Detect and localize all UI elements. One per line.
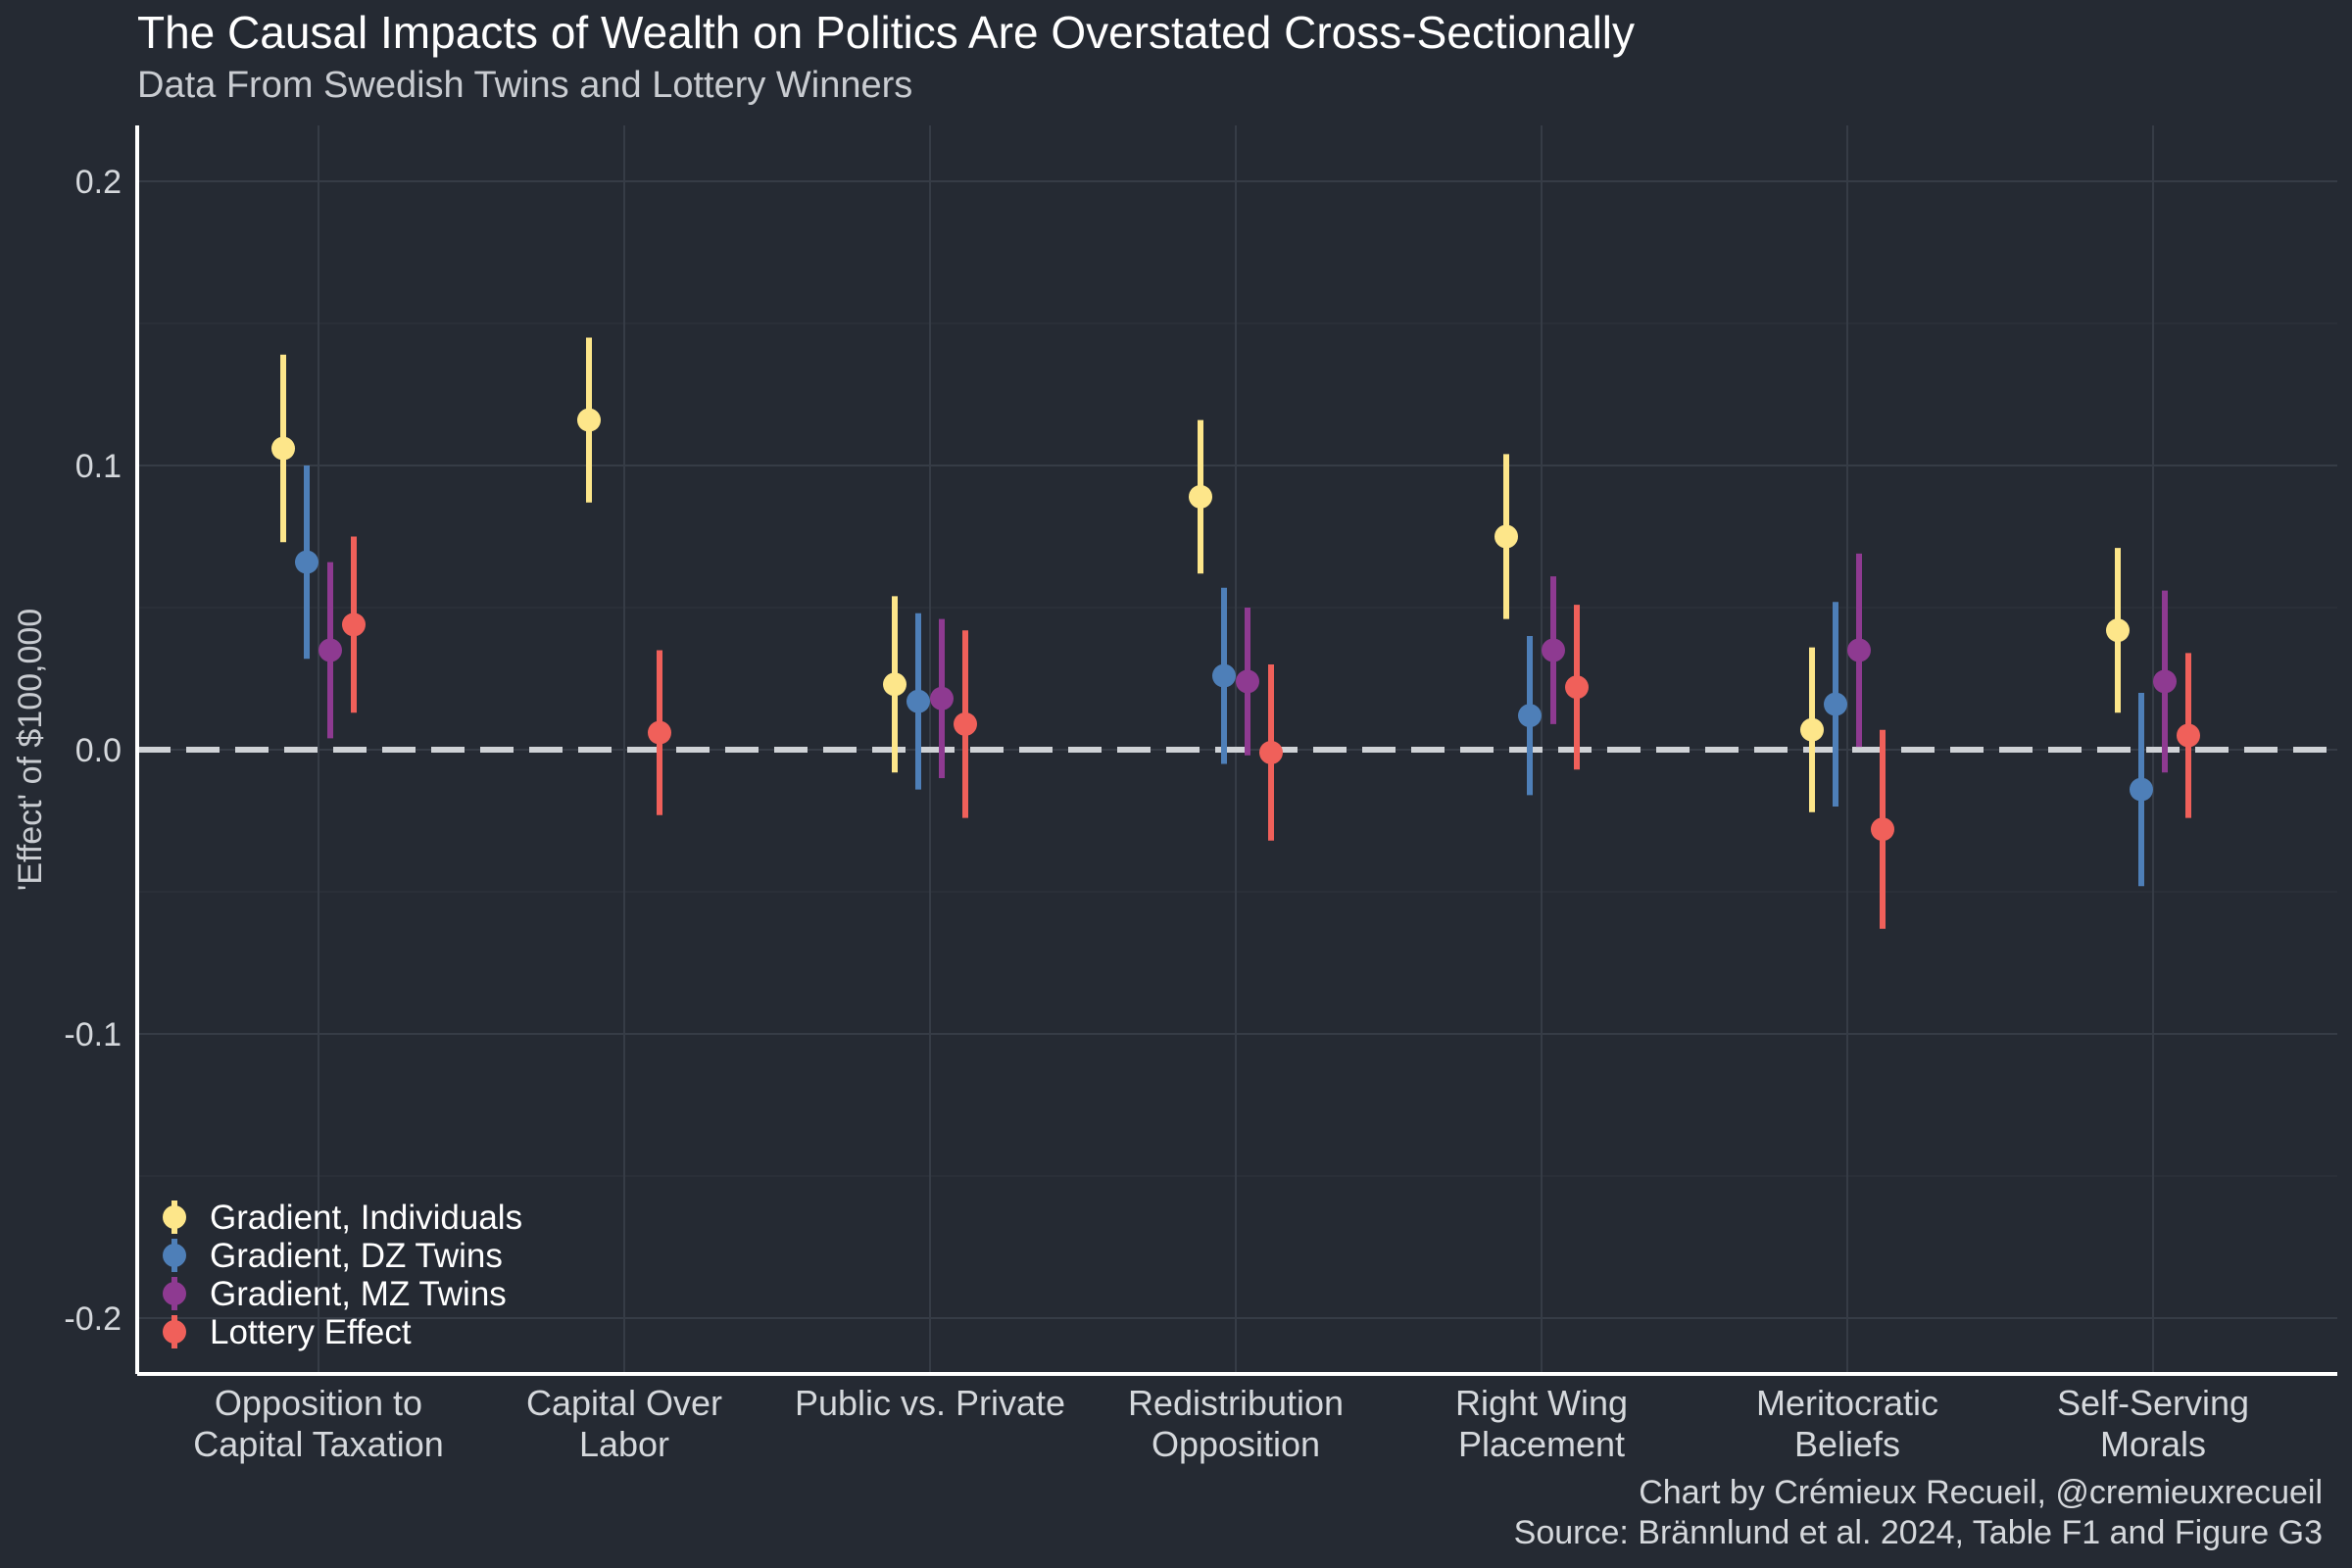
data-point (295, 550, 318, 574)
x-tick-label: Capital Taxation (193, 1424, 444, 1464)
legend-label: Gradient, Individuals (210, 1199, 522, 1237)
series-lottery-effect (342, 536, 2200, 929)
y-tick-label: 0.2 (75, 164, 122, 201)
x-tick-label: Opposition (1152, 1424, 1320, 1464)
x-tick-label: Capital Over (526, 1383, 722, 1423)
x-tick-label: Right Wing (1455, 1383, 1628, 1423)
series-gradient-individuals (271, 337, 2130, 812)
chart-credit: Chart by Crémieux Recueil, @cremieuxrecu… (1639, 1474, 2323, 1511)
chart-subtitle: Data From Swedish Twins and Lottery Winn… (137, 65, 913, 106)
data-point (1259, 740, 1283, 764)
data-point (954, 711, 977, 736)
legend-item: Lottery Effect (163, 1313, 412, 1351)
y-tick-label: -0.1 (64, 1016, 122, 1054)
data-point (342, 612, 366, 637)
x-tick-label: Self-Serving (2057, 1383, 2249, 1423)
data-point (271, 436, 295, 461)
data-series (271, 337, 2200, 929)
data-point (1494, 524, 1518, 549)
data-point (1565, 675, 1589, 700)
legend-item: Gradient, DZ Twins (163, 1237, 503, 1275)
legend-key-dot (163, 1282, 186, 1305)
y-tick-label: 0.1 (75, 448, 122, 485)
x-tick-label: Opposition to (215, 1383, 422, 1423)
series-gradient-mz-twins (318, 553, 2177, 778)
data-point (1212, 663, 1236, 688)
axes (135, 125, 2337, 1376)
legend-item: Gradient, Individuals (163, 1199, 522, 1237)
legend-label: Gradient, MZ Twins (210, 1275, 507, 1313)
data-point (1847, 638, 1871, 662)
data-point (883, 672, 906, 697)
data-point (906, 689, 930, 713)
data-point (2177, 723, 2200, 748)
legend-key-dot (163, 1320, 186, 1344)
y-tick-label: -0.2 (64, 1300, 122, 1338)
y-tick-label: 0.0 (75, 732, 122, 769)
data-point (648, 720, 671, 745)
data-point (1189, 484, 1212, 509)
x-tick-label: Placement (1458, 1424, 1625, 1464)
y-tick-labels: -0.2 -0.1 0.0 0.1 0.2 (64, 164, 122, 1338)
y-axis-label: 'Effect' of $100,000 (12, 609, 49, 891)
legend-label: Lottery Effect (210, 1313, 412, 1351)
data-point (2130, 777, 2153, 802)
data-point (1518, 704, 1542, 728)
legend-key-dot (163, 1205, 186, 1229)
data-point (1542, 638, 1565, 662)
data-point (1824, 692, 1847, 716)
x-tick-label: Public vs. Private (795, 1383, 1065, 1423)
data-point (1871, 817, 1894, 842)
data-point (1236, 669, 1259, 694)
series-gradient-dz-twins (295, 466, 2153, 887)
x-tick-label: Redistribution (1128, 1383, 1344, 1423)
x-tick-label: Beliefs (1794, 1424, 1900, 1464)
data-point (930, 686, 954, 710)
data-point (318, 638, 342, 662)
data-point (2106, 618, 2130, 643)
legend-label: Gradient, DZ Twins (210, 1237, 503, 1275)
x-tick-label: Morals (2100, 1424, 2206, 1464)
legend-item: Gradient, MZ Twins (163, 1275, 507, 1313)
data-point (577, 408, 601, 432)
x-tick-label: Meritocratic (1756, 1383, 1938, 1423)
data-point (1800, 717, 1824, 742)
x-tick-label: Labor (579, 1424, 669, 1464)
chart-title: The Causal Impacts of Wealth on Politics… (137, 7, 1636, 58)
chart-source: Source: Brännlund et al. 2024, Table F1 … (1513, 1514, 2323, 1551)
data-point (2153, 669, 2177, 694)
legend-key-dot (163, 1244, 186, 1267)
